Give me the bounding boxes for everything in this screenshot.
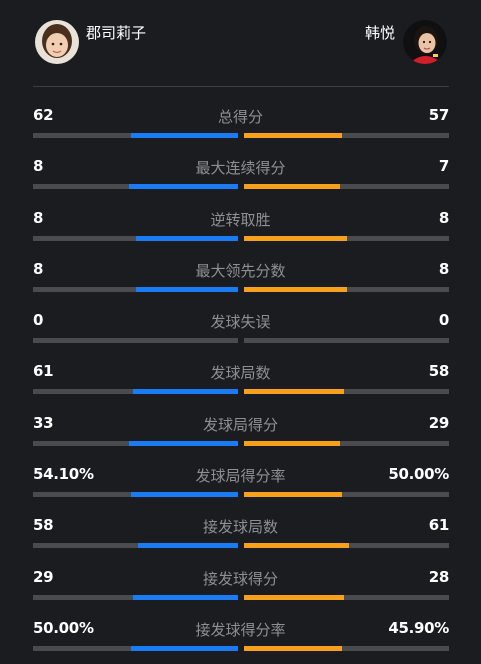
stat-left-value: 54.10% [33,465,94,484]
stat-right-value: 58 [428,362,450,381]
stat-label: 接发球得分 [202,569,278,588]
stat-label: 发球失误 [210,313,271,332]
stat-bar-right-track [244,338,449,344]
stat-bar-left-fill [129,440,238,446]
stat-bar-right-track [244,184,449,190]
stat-bar-left-fill [135,286,238,292]
stat-bar-left-fill [133,594,238,600]
stat-row: 61 发球局数 58 [0,343,481,395]
stat-row: 33 发球局得分 29 [0,395,481,446]
stat-label: 发球局得分 [202,415,278,434]
stat-left-value: 29 [33,567,54,586]
stat-bar-left-fill [135,235,238,241]
stat-left-value: 61 [33,362,54,381]
stat-bar-right-fill [244,389,345,395]
stat-bar-right-fill [244,184,341,190]
header-divider [33,86,449,87]
stat-bar-right-track [244,286,449,292]
stat-left-value: 50.00% [33,618,94,637]
stat-row: 29 接发球得分 28 [0,549,481,600]
stat-label: 总得分 [217,108,263,126]
stat-row: 8 逆转取胜 8 [0,190,481,241]
stat-bar-left-fill [131,133,238,138]
match-header: 郡司莉子 韩悦 [0,0,481,86]
player-avatar-left[interactable] [35,20,79,64]
stat-bar-right-fill [244,286,347,292]
stat-label: 接发球得分率 [195,620,286,639]
stat-bar-left-track [33,440,238,446]
stat-left-value: 0 [33,311,44,330]
stat-bar-left-track [33,645,238,651]
stat-bar-right-track [244,389,449,395]
stat-label: 逆转取胜 [210,210,271,229]
stat-bar-right-fill [244,594,345,600]
stat-bar-left-track [33,286,238,292]
stat-bar-right-fill [244,235,347,241]
stat-bar-left-track [33,492,238,498]
stat-right-value: 0 [438,311,449,330]
stat-left-value: 58 [33,516,54,535]
stat-left-value: 8 [33,157,44,176]
stat-row: 58 接发球局数 61 [0,497,481,549]
stat-bar-right-track [244,594,449,600]
stat-label: 最大连续得分 [195,159,286,178]
player-photo-left-icon [35,20,79,64]
stat-bar-left-fill [131,492,238,498]
stat-bar-right-track [244,133,449,138]
stat-bar-left-fill [129,184,238,190]
stat-bar-right-track [244,492,449,498]
stat-row: 54.10% 发球局得分率 50.00% [0,446,481,498]
stat-bar-right-track [244,645,449,651]
stat-bar-left-fill [131,645,238,651]
stat-right-value: 45.90% [388,618,449,637]
stat-bar-left-fill [137,543,238,549]
stat-bar-right-fill [244,645,343,651]
player-photo-right-icon [403,20,447,64]
player-avatar-right[interactable] [403,20,447,64]
stat-bar-right-fill [244,133,343,138]
stat-label: 发球局数 [210,364,271,383]
stat-bar-right-fill [244,440,341,446]
stat-bar-left-track [33,594,238,600]
stat-right-value: 8 [438,259,449,278]
stat-bar-right-fill [244,543,349,549]
stat-right-value: 29 [428,413,450,432]
stat-label: 最大领先分数 [195,261,286,280]
stat-row: 8 最大连续得分 7 [0,138,481,190]
stat-bar-left-fill [133,389,238,395]
stat-bar-left-track [33,389,238,395]
stat-right-value: 8 [438,208,449,227]
stat-row: 62 总得分 57 [0,87,481,138]
stat-right-value: 7 [438,157,449,176]
stat-bar-right-track [244,543,449,549]
stat-bar-left-track [33,133,238,138]
stat-right-value: 57 [428,106,450,124]
player-name-left[interactable]: 郡司莉子 [86,24,147,42]
stat-bar-left-track [33,338,238,344]
stat-label: 发球局得分率 [195,467,286,486]
stat-bar-right-fill [244,492,343,498]
stat-bar-right-track [244,235,449,241]
stat-bar-left-track [33,543,238,549]
stat-right-value: 50.00% [388,465,449,484]
stat-row: 50.00% 接发球得分率 45.90% [0,600,481,651]
stat-left-value: 33 [33,413,54,432]
stat-left-value: 62 [33,106,54,124]
stat-bar-left-track [33,184,238,190]
stat-right-value: 61 [428,516,450,535]
stat-right-value: 28 [428,567,450,586]
player-name-right[interactable]: 韩悦 [364,24,395,42]
stat-bar-right-track [244,440,449,446]
stat-left-value: 8 [33,208,44,227]
stat-label: 接发球局数 [202,518,278,537]
stats-list: 62 总得分 57 8 最大连续得分 7 8 逆转取胜 8 8 最大领先分数 8 0 发球失误 0 61 发球局… [0,87,481,651]
stat-row: 0 发球失误 0 [0,292,481,344]
stat-left-value: 8 [33,259,44,278]
stat-row: 8 最大领先分数 8 [0,241,481,292]
stat-bar-left-track [33,235,238,241]
